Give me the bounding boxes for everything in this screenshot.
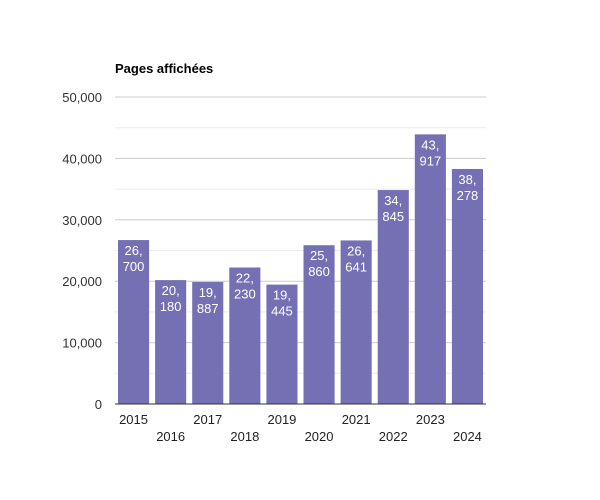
bar	[451, 168, 483, 404]
bar	[266, 284, 298, 404]
bar	[192, 281, 224, 404]
bar-value-label: 278	[457, 188, 479, 203]
x-tick-label: 2018	[230, 429, 259, 444]
y-tick-label: 50,000	[62, 90, 102, 105]
x-tick-label: 2019	[267, 412, 296, 427]
x-tick-label: 2023	[416, 412, 445, 427]
bar	[118, 240, 150, 404]
bar-value-label: 34,	[384, 193, 402, 208]
bar-value-label: 917	[419, 153, 441, 168]
y-tick-label: 40,000	[62, 151, 102, 166]
chart-title: Pages affichées	[115, 61, 213, 76]
bar-value-label: 845	[382, 209, 404, 224]
bar	[303, 245, 335, 404]
bar-value-label: 641	[345, 259, 367, 274]
x-tick-label: 2015	[119, 412, 148, 427]
x-tick-label: 2022	[379, 429, 408, 444]
x-tick-label: 2020	[305, 429, 334, 444]
x-tick-label: 2016	[156, 429, 185, 444]
bar-value-label: 20,	[162, 283, 180, 298]
bar-value-label: 887	[197, 301, 219, 316]
bar	[340, 240, 372, 404]
y-tick-label: 20,000	[62, 274, 102, 289]
y-axis: 0 10,000 20,000 30,000 40,000 50,000	[62, 90, 102, 412]
x-tick-label: 2024	[453, 429, 482, 444]
bar-value-label: 445	[271, 304, 293, 319]
x-tick-label: 2017	[193, 412, 222, 427]
bar-value-label: 230	[234, 287, 256, 302]
x-axis: 2015 2016 2017 2018 2019 2020 2021 2022 2023 2024	[115, 403, 486, 444]
bar-value-label: 38,	[458, 172, 476, 187]
bar-value-label: 25,	[310, 248, 328, 263]
bar-value-label: 180	[160, 299, 182, 314]
bar	[155, 280, 187, 404]
bar-value-label: 19,	[273, 288, 291, 303]
bar	[414, 134, 446, 405]
bar-value-label: 700	[123, 259, 145, 274]
y-tick-label: 0	[95, 397, 102, 412]
bar	[229, 267, 261, 404]
bar-value-label: 19,	[199, 285, 217, 300]
bar-value-label: 860	[308, 264, 330, 279]
bar	[377, 190, 409, 404]
bar-value-label: 26,	[347, 243, 365, 258]
bar-value-label: 43,	[421, 137, 439, 152]
bar-value-label: 26,	[125, 243, 143, 258]
bar-value-label: 22,	[236, 271, 254, 286]
y-tick-label: 30,000	[62, 213, 102, 228]
y-tick-label: 10,000	[62, 336, 102, 351]
x-tick-label: 2021	[342, 412, 371, 427]
